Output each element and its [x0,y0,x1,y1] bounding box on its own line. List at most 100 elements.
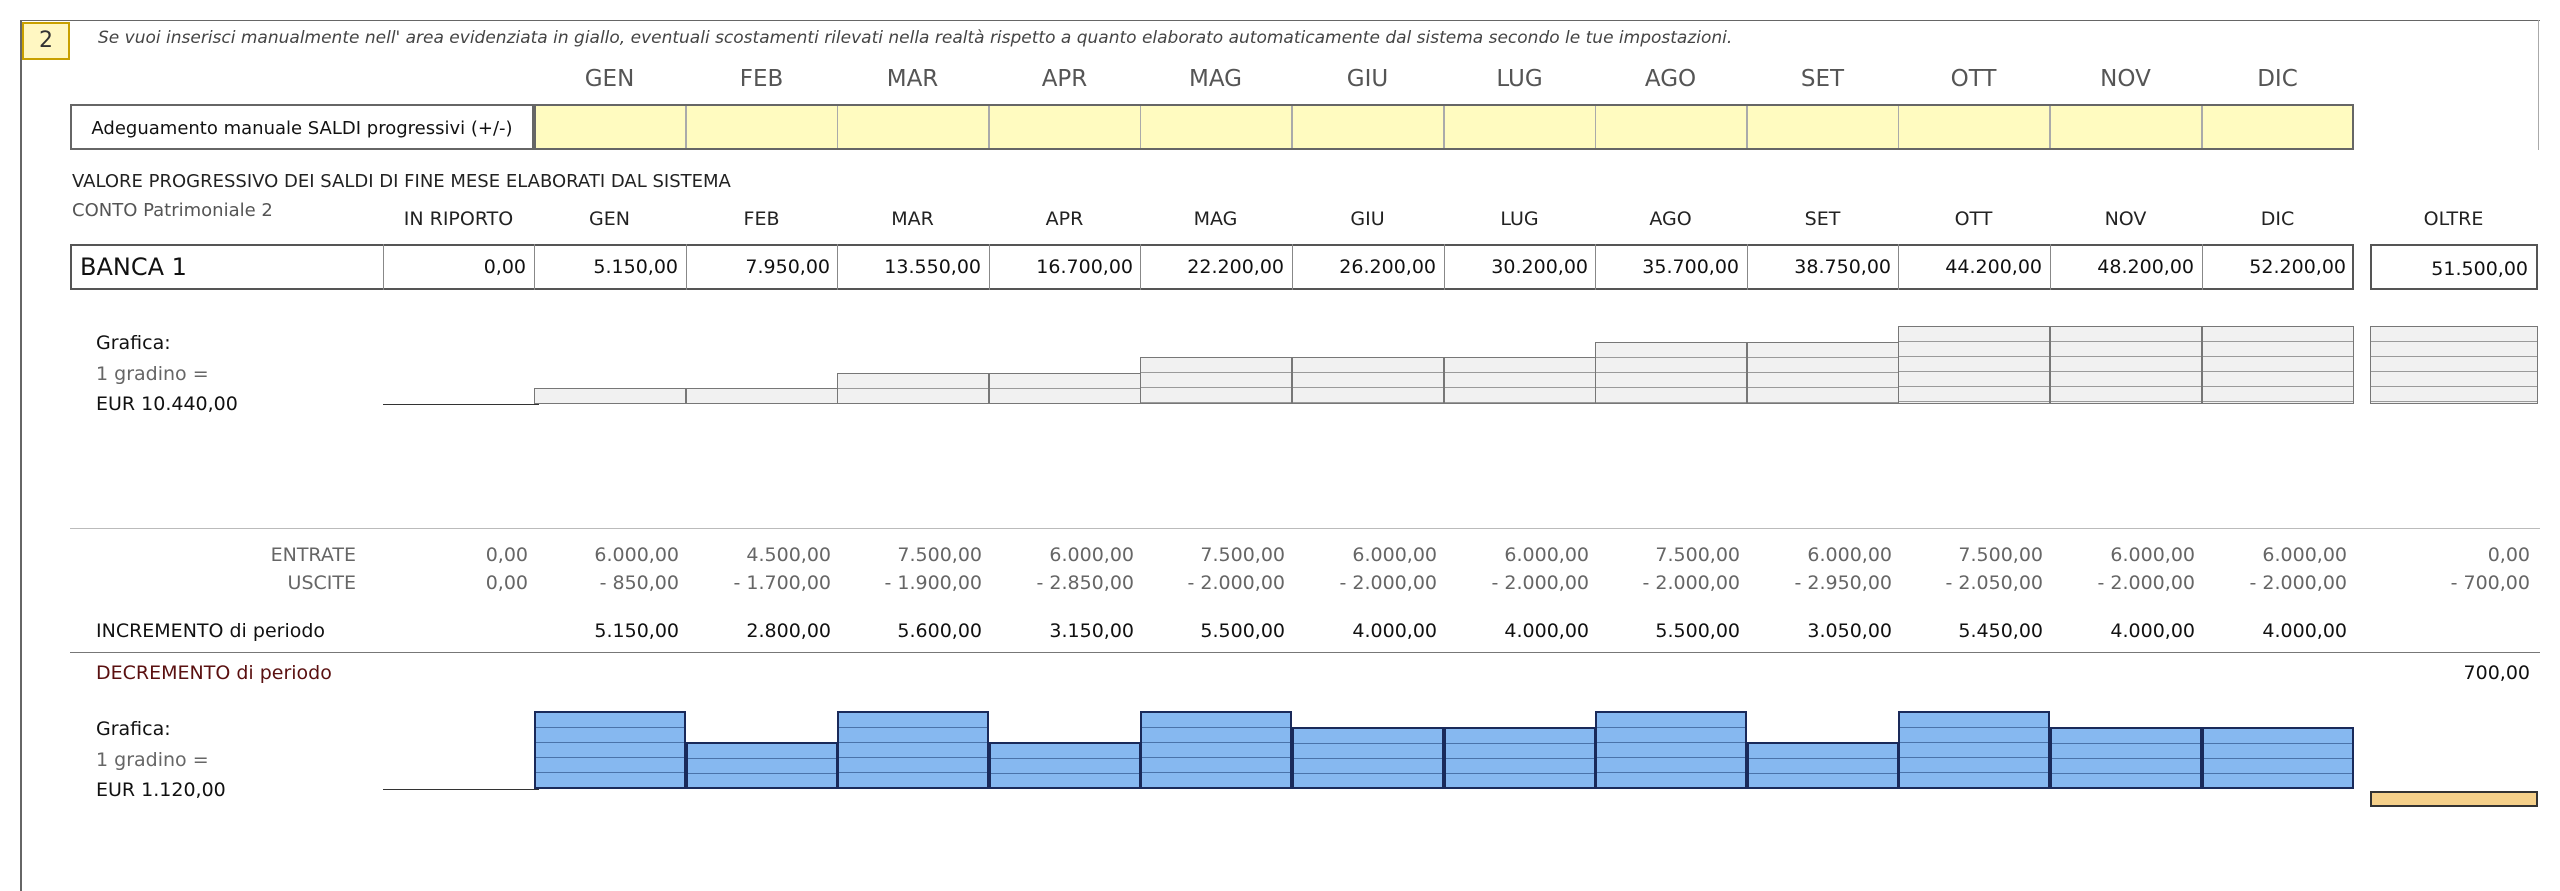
balance-ott: 44.200,00 [1898,244,2050,290]
balance-chart-step-value: EUR 10.440,00 [96,393,238,415]
balance-header-ago: AGO [1649,208,1692,230]
entrate-value-0: 0,00 [485,544,528,566]
balance-feb: 7.950,00 [686,244,838,290]
header-in-riporto: IN RIPORTO [403,208,514,230]
increment-chart-step-value: EUR 1.120,00 [96,779,226,801]
increment-bar-apr [989,742,1141,789]
increment-value-feb: 2.800,00 [746,620,831,642]
adjustment-input-mar[interactable] [837,104,989,150]
uscite-value-1: - 850,00 [599,572,679,594]
uscite-value-10: - 2.050,00 [1945,572,2043,594]
left-border [20,20,22,891]
balance-header-gen: GEN [589,208,630,230]
entrate-value-11: 6.000,00 [2110,544,2195,566]
month-header-dic: DIC [2257,66,2298,92]
month-header-apr: APR [1041,66,1088,92]
increment-chart-title: Grafica: [96,718,171,740]
balance-bar-lug [1444,357,1596,404]
balance-chart-step-label: 1 gradino = [96,363,209,385]
month-header-giu: GIU [1346,66,1389,92]
uscite-value-0: 0,00 [485,572,528,594]
balance-apr: 16.700,00 [989,244,1141,290]
uscite-value-5: - 2.000,00 [1187,572,1285,594]
entrate-value-5: 7.500,00 [1200,544,1285,566]
uscite-value-7: - 2.000,00 [1491,572,1589,594]
section-number-badge: 2 [22,22,70,60]
entrate-value-3: 7.500,00 [897,544,982,566]
increment-value-set: 3.050,00 [1807,620,1892,642]
top-border [20,20,2540,21]
increment-value-ott: 5.450,00 [1958,620,2043,642]
month-header-ott: OTT [1950,66,1997,92]
balance-header-apr: APR [1045,208,1084,230]
increment-chart-baseline [383,789,539,790]
entrate-value-9: 6.000,00 [1807,544,1892,566]
balance-bar-apr [989,373,1141,404]
increment-value-mag: 5.500,00 [1200,620,1285,642]
adjustment-input-giu[interactable] [1292,104,1444,150]
balance-in-riporto: 0,00 [383,244,534,290]
balance-oltre: 51.500,00 [2370,244,2538,290]
increment-value-lug: 4.000,00 [1504,620,1589,642]
increment-value-dic: 4.000,00 [2262,620,2347,642]
month-header-gen: GEN [584,66,635,92]
uscite-value-11: - 2.000,00 [2097,572,2195,594]
increment-bar-nov [2050,727,2202,789]
uscite-value-9: - 2.950,00 [1794,572,1892,594]
entrate-label: ENTRATE [270,544,356,566]
balance-bar-dic [2202,326,2354,404]
entrate-value-10: 7.500,00 [1958,544,2043,566]
adjustment-input-gen[interactable] [534,104,686,150]
uscite-value-13: - 700,00 [2450,572,2530,594]
balance-bar-gen [534,388,686,404]
month-header-set: SET [1800,66,1845,92]
adjustment-input-lug[interactable] [1444,104,1596,150]
flows-separator [70,528,2540,529]
header-oltre: OLTRE [2423,208,2484,230]
balance-giu: 26.200,00 [1292,244,1444,290]
entrate-value-6: 6.000,00 [1352,544,1437,566]
decrement-label: DECREMENTO di periodo [96,662,332,684]
increment-bar-giu [1292,727,1444,789]
balance-bar-mar [837,373,989,404]
month-header-feb: FEB [739,66,784,92]
balance-dic: 52.200,00 [2202,244,2354,290]
adjustment-input-nov[interactable] [2050,104,2202,150]
uscite-label: USCITE [287,572,356,594]
right-border [2538,20,2539,150]
balance-set: 38.750,00 [1747,244,1899,290]
balance-header-ott: OTT [1954,208,1993,230]
balance-mar: 13.550,00 [837,244,989,290]
increment-value-gen: 5.150,00 [594,620,679,642]
increment-value-mar: 5.600,00 [897,620,982,642]
increment-bar-set [1747,742,1899,789]
balances-section-title: VALORE PROGRESSIVO DEI SALDI DI FINE MES… [72,171,731,192]
increment-chart-step-label: 1 gradino = [96,749,209,771]
adjustment-input-ago[interactable] [1595,104,1747,150]
balance-bar-mag [1140,357,1292,404]
adjustment-input-ott[interactable] [1898,104,2050,150]
instruction-text: Se vuoi inserisci manualmente nell' area… [98,28,1733,48]
entrate-value-13: 0,00 [2487,544,2530,566]
balance-gen: 5.150,00 [534,244,686,290]
increment-label: INCREMENTO di periodo [96,620,326,642]
adjustment-input-apr[interactable] [989,104,1141,150]
entrate-value-1: 6.000,00 [594,544,679,566]
uscite-value-4: - 2.850,00 [1036,572,1134,594]
balance-chart-title: Grafica: [96,332,171,354]
account-name: CONTO Patrimoniale 2 [72,200,273,221]
month-header-mar: MAR [886,66,939,92]
balance-bar-set [1747,342,1899,404]
month-header-lug: LUG [1496,66,1543,92]
bank-name: BANCA 1 [80,253,187,281]
uscite-value-6: - 2.000,00 [1339,572,1437,594]
adjustment-input-dic[interactable] [2202,104,2354,150]
adjustment-input-feb[interactable] [686,104,838,150]
month-header-nov: NOV [2100,66,2151,92]
adjustment-input-set[interactable] [1747,104,1899,150]
increment-bar-feb [686,742,838,789]
adjustment-input-mag[interactable] [1140,104,1292,150]
balance-lug: 30.200,00 [1444,244,1596,290]
month-header-ago: AGO [1644,66,1697,92]
entrate-value-4: 6.000,00 [1049,544,1134,566]
